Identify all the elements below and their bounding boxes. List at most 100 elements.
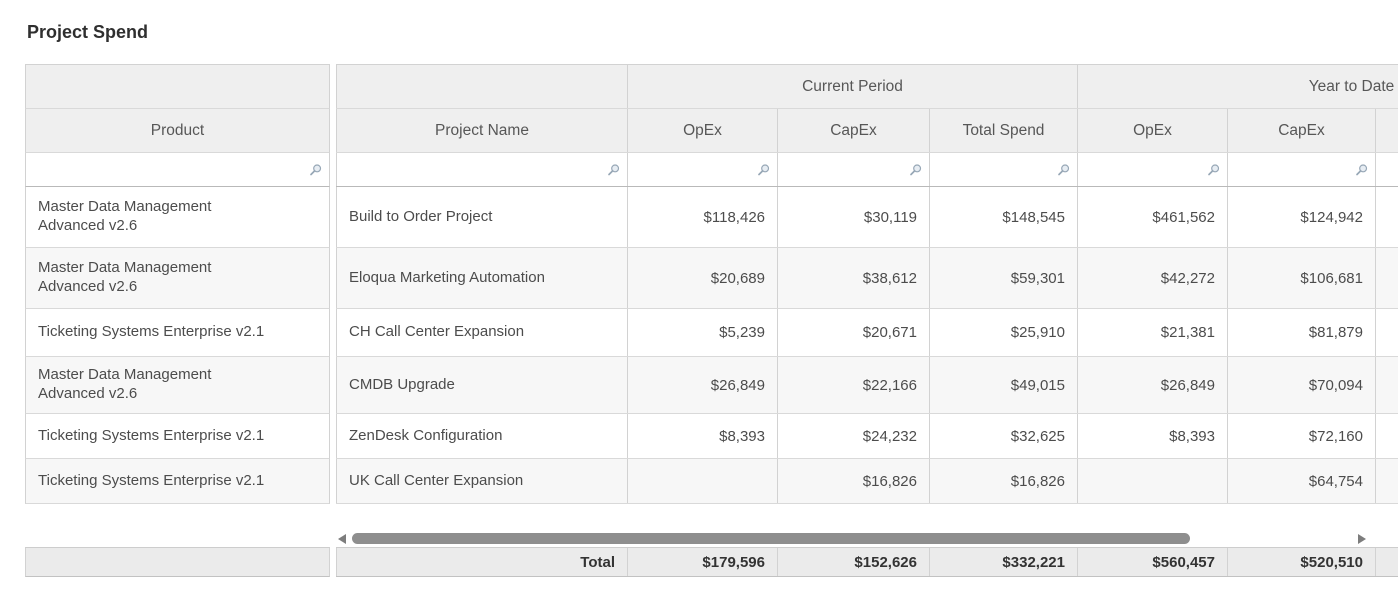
product-cell[interactable]: Master Data Management Advanced v2.6 [25,187,330,248]
search-icon[interactable] [1057,163,1070,176]
column-header-clipped [1376,109,1398,152]
total-row-product-cell [25,547,330,577]
cp-capex-cell: $20,671 [778,309,930,356]
ytd-capex-cell: $64,754 [1228,459,1376,503]
filter-row [336,153,1398,187]
column-header-cp-capex[interactable]: CapEx [778,109,930,152]
search-icon[interactable] [909,163,922,176]
table-row[interactable]: CH Call Center Expansion $5,239 $20,671 … [336,309,1398,357]
search-icon[interactable] [309,163,322,176]
column-header-project-name[interactable]: Project Name [336,109,628,152]
horizontal-scrollbar-thumb[interactable] [352,533,1190,544]
column-header-cp-opex[interactable]: OpEx [628,109,778,152]
cp-capex-cell: $38,612 [778,248,930,308]
project-name-cell: CH Call Center Expansion [336,309,628,356]
frozen-product-column: Product Master Data Management Advanced … [25,64,330,577]
search-icon[interactable] [1355,163,1368,176]
project-name-cell: CMDB Upgrade [336,357,628,413]
total-row: Total $179,596 $152,626 $332,221 $560,45… [336,547,1398,577]
filter-input-ytd-capex[interactable] [1228,153,1375,186]
clipped-cell [1376,414,1398,458]
table-row[interactable]: UK Call Center Expansion $16,826 $16,826… [336,459,1398,504]
filter-cell-cp-total-spend [930,153,1078,186]
cp-capex-cell: $16,826 [778,459,930,503]
cp-opex-cell: $5,239 [628,309,778,356]
cp-total-cell: $148,545 [930,187,1078,247]
search-icon[interactable] [1207,163,1220,176]
product-cell[interactable]: Ticketing Systems Enterprise v2.1 [25,414,330,459]
cp-capex-cell: $22,166 [778,357,930,413]
cp-opex-cell: $8,393 [628,414,778,458]
total-ytd-capex: $520,510 [1228,548,1376,576]
left-pane-spacer [25,504,330,547]
cp-opex-cell: $118,426 [628,187,778,247]
filter-cell-cp-capex [778,153,930,186]
cp-total-cell: $59,301 [930,248,1078,308]
ytd-opex-cell [1078,459,1228,503]
ytd-capex-cell: $72,160 [1228,414,1376,458]
group-header-empty-product [25,64,330,109]
table-row[interactable]: Build to Order Project $118,426 $30,119 … [336,187,1398,248]
product-cell[interactable]: Master Data Management Advanced v2.6 [25,357,330,414]
group-header-current-period: Current Period [628,65,1078,108]
table-row[interactable]: ZenDesk Configuration $8,393 $24,232 $32… [336,414,1398,459]
scrollbar-left-arrow-icon[interactable] [338,534,346,544]
filter-cell-project-name [336,153,628,186]
filter-input-project-name[interactable] [337,153,627,186]
cp-capex-cell: $30,119 [778,187,930,247]
table-row[interactable]: CMDB Upgrade $26,849 $22,166 $49,015 $26… [336,357,1398,414]
group-header-row: Current Period Year to Date [336,64,1398,109]
product-cell[interactable]: Ticketing Systems Enterprise v2.1 [25,309,330,357]
cp-total-cell: $25,910 [930,309,1078,356]
filter-input-cp-opex[interactable] [628,153,777,186]
cp-opex-cell: $26,849 [628,357,778,413]
filter-input-ytd-opex[interactable] [1078,153,1227,186]
filter-cell-cp-opex [628,153,778,186]
cp-capex-cell: $24,232 [778,414,930,458]
ytd-capex-cell: $124,942 [1228,187,1376,247]
project-name-cell: UK Call Center Expansion [336,459,628,503]
group-header-empty-project [336,65,628,108]
filter-cell-ytd-capex [1228,153,1376,186]
table-row[interactable]: Eloqua Marketing Automation $20,689 $38,… [336,248,1398,309]
ytd-opex-cell: $8,393 [1078,414,1228,458]
filter-input-product[interactable] [26,153,329,186]
clipped-cell [1376,187,1398,247]
cp-opex-cell [628,459,778,503]
project-name-cell: Build to Order Project [336,187,628,247]
clipped-cell [1376,309,1398,356]
total-ytd-opex: $560,457 [1078,548,1228,576]
total-cp-total-spend: $332,221 [930,548,1078,576]
ytd-opex-cell: $21,381 [1078,309,1228,356]
product-cell[interactable]: Master Data Management Advanced v2.6 [25,248,330,309]
ytd-opex-cell: $461,562 [1078,187,1228,247]
total-cp-opex: $179,596 [628,548,778,576]
total-cp-capex: $152,626 [778,548,930,576]
scrollable-columns-pane: Current Period Year to Date Project Name… [336,64,1398,577]
project-name-cell: ZenDesk Configuration [336,414,628,458]
scrollbar-right-arrow-icon[interactable] [1358,534,1366,544]
clipped-cell [1376,357,1398,413]
column-header-cp-total-spend[interactable]: Total Spend [930,109,1078,152]
search-icon[interactable] [757,163,770,176]
total-clipped-cell [1376,548,1398,576]
product-cell[interactable]: Ticketing Systems Enterprise v2.1 [25,459,330,504]
total-label: Total [336,548,628,576]
project-name-cell: Eloqua Marketing Automation [336,248,628,308]
filter-input-cp-total-spend[interactable] [930,153,1077,186]
column-header-ytd-capex[interactable]: CapEx [1228,109,1376,152]
cp-opex-cell: $20,689 [628,248,778,308]
filter-cell-ytd-opex [1078,153,1228,186]
column-header-row: Project Name OpEx CapEx Total Spend OpEx… [336,109,1398,153]
page-title: Project Spend [27,22,149,42]
filter-input-cp-capex[interactable] [778,153,929,186]
ytd-opex-cell: $26,849 [1078,357,1228,413]
ytd-capex-cell: $106,681 [1228,248,1376,308]
clipped-cell [1376,248,1398,308]
column-header-ytd-opex[interactable]: OpEx [1078,109,1228,152]
column-header-product[interactable]: Product [25,109,330,153]
filter-cell-clipped [1376,153,1398,186]
search-icon[interactable] [607,163,620,176]
cp-total-cell: $16,826 [930,459,1078,503]
